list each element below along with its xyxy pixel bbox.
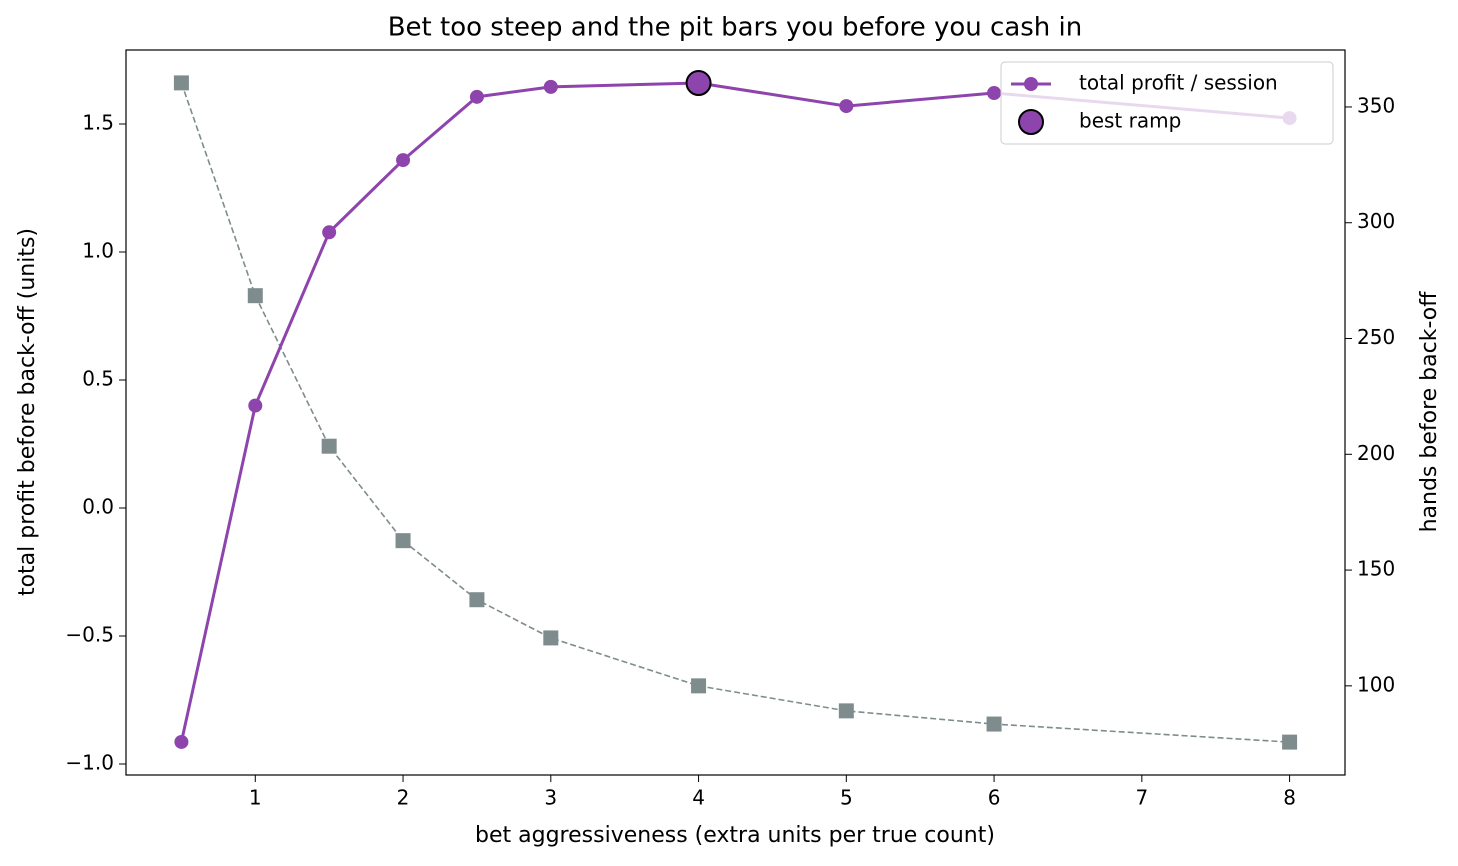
point-marker [395,533,411,549]
x-axis-label: bet aggressiveness (extra units per true… [475,823,995,848]
x-tick-label: 7 [1135,786,1148,810]
y-tick-label: −1.0 [65,750,114,774]
point-marker [691,678,707,694]
y2-tick-label: 250 [1357,325,1395,349]
point-marker [543,630,559,646]
y-tick-label: 0.0 [82,494,114,518]
point-marker [986,716,1002,732]
y2-axis-label: hands before back-off [1417,291,1442,533]
legend-marker [1024,77,1038,91]
point-marker [321,438,337,454]
chart-title: Bet too steep and the pit bars you befor… [388,13,1083,43]
series-line [179,81,1290,743]
y-tick-label: 1.5 [82,110,114,134]
x-tick-label: 5 [840,786,853,810]
y2-tick-label: 100 [1357,672,1395,696]
y-tick-label: −0.5 [65,622,114,646]
highlight-marker [685,70,712,97]
y-axis-label: total profit before back-off (units) [15,228,40,596]
x-tick-label: 1 [249,786,262,810]
point-marker [247,288,263,304]
y2-tick-label: 150 [1357,557,1395,581]
point-marker [396,153,411,168]
x-tick-label: 2 [397,786,410,810]
y-tick-label: 1.0 [82,238,114,262]
x-tick-label: 6 [988,786,1001,810]
y2-tick-label: 200 [1357,441,1395,465]
point-marker [469,89,484,104]
plot-frame [125,49,1346,776]
point-marker [174,734,189,749]
x-tick-label: 3 [544,786,557,810]
y2-tick-label: 300 [1357,209,1395,233]
legend-marker [1018,109,1044,135]
point-marker [543,79,558,94]
point-marker [173,75,189,91]
legend-label: best ramp [1079,109,1181,133]
point-marker [322,225,337,240]
point-marker [248,398,263,413]
series-line [180,82,1290,743]
y-tick-label: 0.5 [82,366,114,390]
point-marker [839,99,854,114]
point-marker [1282,734,1298,750]
x-tick-label: 4 [692,786,705,810]
point-marker [987,86,1002,101]
point-marker [838,703,854,719]
point-marker [469,592,485,608]
legend-label: total profit / session [1079,71,1278,95]
legend-box [1000,61,1334,145]
y2-tick-label: 350 [1357,93,1395,117]
x-tick-label: 8 [1283,786,1296,810]
